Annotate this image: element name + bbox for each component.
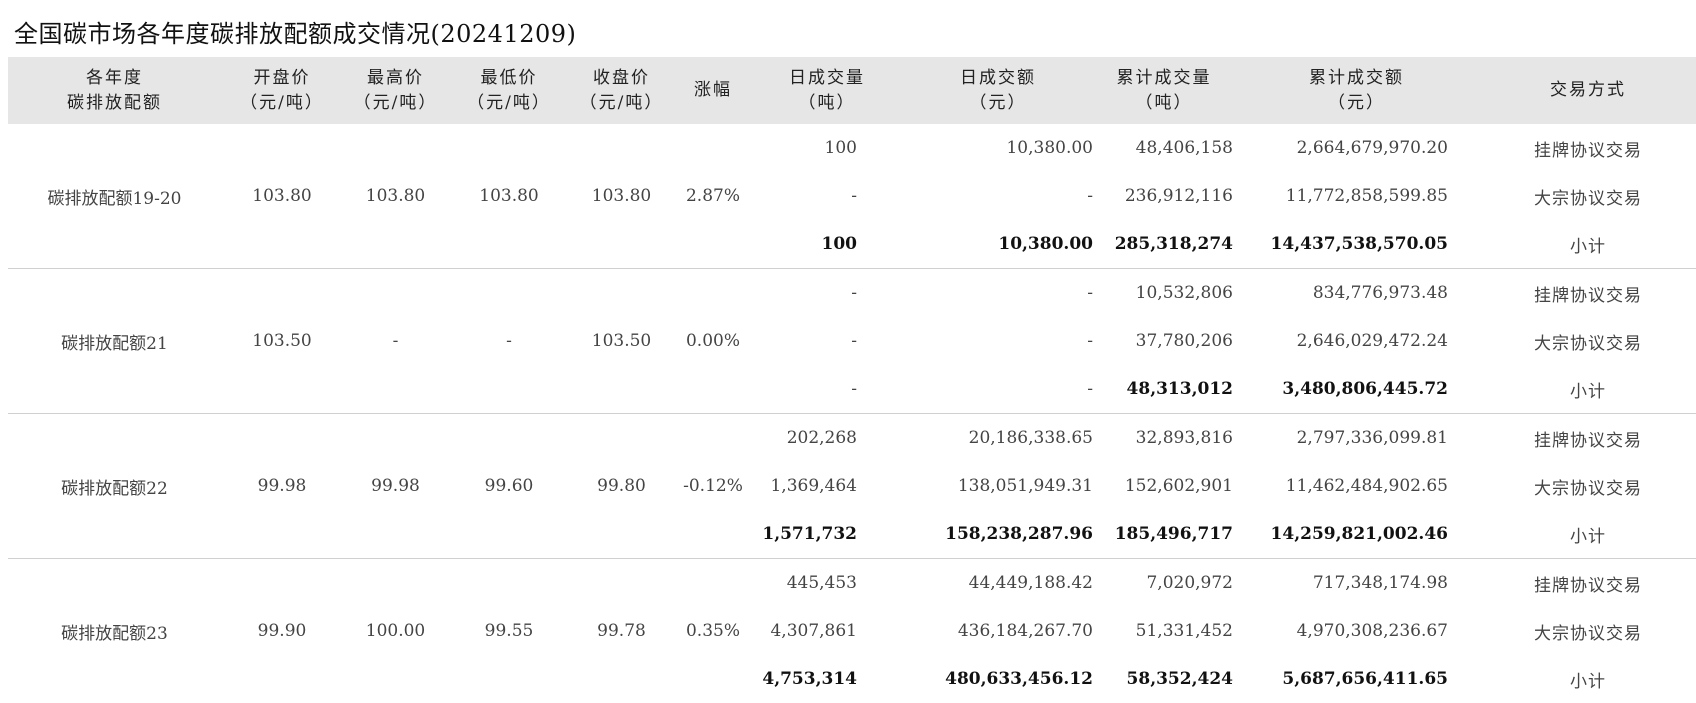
subtotal-label: 小计 xyxy=(1480,365,1696,414)
high-price: 103.80 xyxy=(343,124,448,269)
page-title: 全国碳市场各年度碳排放配额成交情况(20241209) xyxy=(14,14,576,49)
header-close-price: 收盘价（元/吨） xyxy=(570,57,673,124)
allowance-name: 碳排放配额19-20 xyxy=(8,124,221,269)
high-price: 100.00 xyxy=(343,559,448,703)
cumulative-volume-subtotal: 48,313,012 xyxy=(1095,365,1233,414)
cumulative-amount-subtotal: 3,480,806,445.72 xyxy=(1233,365,1480,414)
cumulative-amount: 4,970,308,236.67 xyxy=(1233,607,1480,655)
cumulative-volume: 236,912,116 xyxy=(1095,172,1233,220)
cumulative-volume: 7,020,972 xyxy=(1095,559,1233,608)
header-year-allowance: 各年度碳排放配额 xyxy=(8,57,221,124)
price-change: 0.00% xyxy=(673,269,753,414)
header-change: 涨幅 xyxy=(673,57,753,124)
trading-mode: 大宗协议交易 xyxy=(1480,607,1696,655)
table-header-row: 各年度碳排放配额 开盘价（元/吨） 最高价（元/吨） 最低价（元/吨） 收盘价（… xyxy=(8,57,1696,124)
daily-volume-subtotal: 1,571,732 xyxy=(753,510,901,559)
daily-amount: - xyxy=(901,269,1095,318)
cumulative-amount: 11,772,858,599.85 xyxy=(1233,172,1480,220)
cumulative-volume: 48,406,158 xyxy=(1095,124,1233,172)
daily-amount: - xyxy=(901,172,1095,220)
price-change: 0.35% xyxy=(673,559,753,703)
daily-volume: 4,307,861 xyxy=(753,607,901,655)
price-change: -0.12% xyxy=(673,414,753,559)
allowance-trading-table-container: 各年度碳排放配额 开盘价（元/吨） 最高价（元/吨） 最低价（元/吨） 收盘价（… xyxy=(8,57,1696,703)
allowance-name: 碳排放配额21 xyxy=(8,269,221,414)
cumulative-amount: 2,646,029,472.24 xyxy=(1233,317,1480,365)
header-low-price: 最低价（元/吨） xyxy=(448,57,570,124)
open-price: 103.80 xyxy=(221,124,343,269)
cumulative-amount-subtotal: 14,259,821,002.46 xyxy=(1233,510,1480,559)
allowance-trading-table: 各年度碳排放配额 开盘价（元/吨） 最高价（元/吨） 最低价（元/吨） 收盘价（… xyxy=(8,57,1696,703)
subtotal-label: 小计 xyxy=(1480,510,1696,559)
allowance-name: 碳排放配额22 xyxy=(8,414,221,559)
high-price: - xyxy=(343,269,448,414)
cumulative-amount: 11,462,484,902.65 xyxy=(1233,462,1480,510)
low-price: - xyxy=(448,269,570,414)
daily-volume: - xyxy=(753,317,901,365)
trading-mode: 挂牌协议交易 xyxy=(1480,124,1696,172)
header-high-price: 最高价（元/吨） xyxy=(343,57,448,124)
cumulative-volume: 10,532,806 xyxy=(1095,269,1233,318)
daily-volume-subtotal: - xyxy=(753,365,901,414)
header-trading-mode: 交易方式 xyxy=(1480,57,1696,124)
cumulative-amount: 717,348,174.98 xyxy=(1233,559,1480,608)
open-price: 103.50 xyxy=(221,269,343,414)
trading-mode: 大宗协议交易 xyxy=(1480,462,1696,510)
header-daily-amount: 日成交额（元） xyxy=(901,57,1095,124)
cumulative-amount: 2,664,679,970.20 xyxy=(1233,124,1480,172)
daily-volume: 202,268 xyxy=(753,414,901,463)
daily-amount-subtotal: 158,238,287.96 xyxy=(901,510,1095,559)
daily-amount: 436,184,267.70 xyxy=(901,607,1095,655)
subtotal-label: 小计 xyxy=(1480,220,1696,269)
cumulative-volume-subtotal: 285,318,274 xyxy=(1095,220,1233,269)
daily-amount-subtotal: 10,380.00 xyxy=(901,220,1095,269)
daily-volume: 445,453 xyxy=(753,559,901,608)
table-row: 碳排放配额21 103.50 - - 103.50 0.00% - - 10,5… xyxy=(8,269,1696,318)
table-row: 碳排放配额22 99.98 99.98 99.60 99.80 -0.12% 2… xyxy=(8,414,1696,463)
cumulative-volume: 51,331,452 xyxy=(1095,607,1233,655)
close-price: 99.80 xyxy=(570,414,673,559)
trading-mode: 大宗协议交易 xyxy=(1480,172,1696,220)
daily-volume-subtotal: 100 xyxy=(753,220,901,269)
close-price: 103.50 xyxy=(570,269,673,414)
daily-volume: 100 xyxy=(753,124,901,172)
low-price: 99.60 xyxy=(448,414,570,559)
low-price: 103.80 xyxy=(448,124,570,269)
cumulative-amount-subtotal: 14,437,538,570.05 xyxy=(1233,220,1480,269)
header-daily-volume: 日成交量（吨） xyxy=(753,57,901,124)
low-price: 99.55 xyxy=(448,559,570,703)
header-open-price: 开盘价（元/吨） xyxy=(221,57,343,124)
allowance-name: 碳排放配额23 xyxy=(8,559,221,703)
header-cumulative-volume: 累计成交量（吨） xyxy=(1095,57,1233,124)
table-row: 碳排放配额23 99.90 100.00 99.55 99.78 0.35% 4… xyxy=(8,559,1696,608)
daily-amount: - xyxy=(901,317,1095,365)
daily-amount: 20,186,338.65 xyxy=(901,414,1095,463)
cumulative-volume: 32,893,816 xyxy=(1095,414,1233,463)
cumulative-volume: 152,602,901 xyxy=(1095,462,1233,510)
daily-amount: 138,051,949.31 xyxy=(901,462,1095,510)
daily-amount-subtotal: - xyxy=(901,365,1095,414)
cumulative-amount: 834,776,973.48 xyxy=(1233,269,1480,318)
daily-volume: - xyxy=(753,269,901,318)
table-row: 碳排放配额19-20 103.80 103.80 103.80 103.80 2… xyxy=(8,124,1696,172)
open-price: 99.90 xyxy=(221,559,343,703)
price-change: 2.87% xyxy=(673,124,753,269)
daily-amount: 44,449,188.42 xyxy=(901,559,1095,608)
trading-mode: 挂牌协议交易 xyxy=(1480,269,1696,318)
daily-volume: - xyxy=(753,172,901,220)
open-price: 99.98 xyxy=(221,414,343,559)
header-cumulative-amount: 累计成交额（元） xyxy=(1233,57,1480,124)
trading-mode: 大宗协议交易 xyxy=(1480,317,1696,365)
cumulative-amount: 2,797,336,099.81 xyxy=(1233,414,1480,463)
cumulative-volume: 37,780,206 xyxy=(1095,317,1233,365)
close-price: 99.78 xyxy=(570,559,673,703)
trading-mode: 挂牌协议交易 xyxy=(1480,559,1696,608)
cumulative-volume-subtotal: 185,496,717 xyxy=(1095,510,1233,559)
high-price: 99.98 xyxy=(343,414,448,559)
daily-volume: 1,369,464 xyxy=(753,462,901,510)
trading-mode: 挂牌协议交易 xyxy=(1480,414,1696,463)
close-price: 103.80 xyxy=(570,124,673,269)
daily-amount: 10,380.00 xyxy=(901,124,1095,172)
